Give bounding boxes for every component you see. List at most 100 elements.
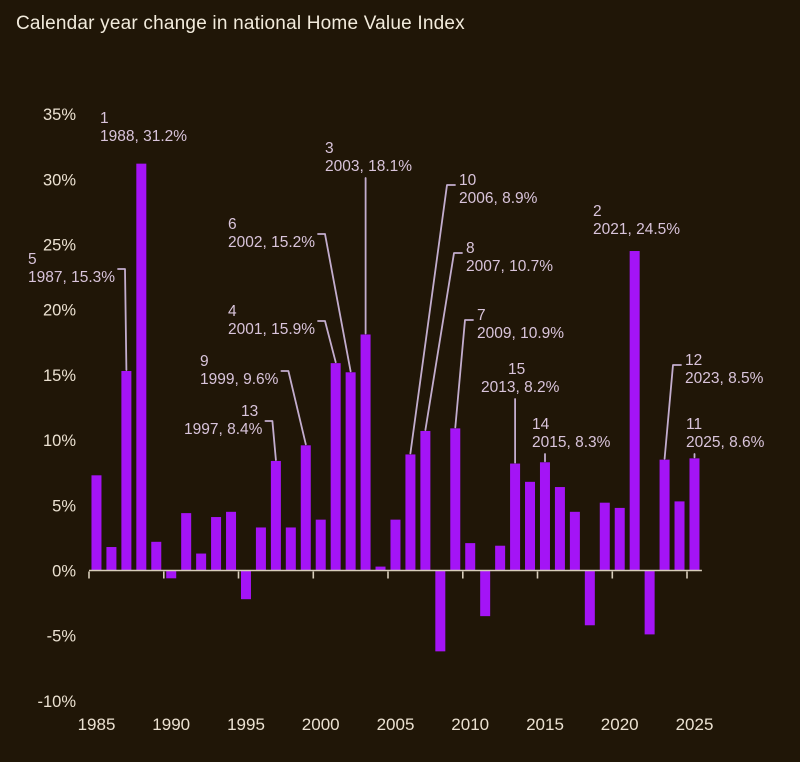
annotation-rank-1988: 1 bbox=[100, 110, 109, 127]
annotation-rank-2001: 4 bbox=[228, 303, 237, 320]
bar-1985 bbox=[91, 475, 102, 571]
y-axis-label-35: 35% bbox=[43, 106, 76, 124]
y-axis-label-10: 10% bbox=[43, 432, 76, 450]
annotation-rank-2013: 15 bbox=[508, 361, 525, 378]
bar-2013 bbox=[510, 463, 521, 571]
bar-2018 bbox=[584, 570, 595, 626]
y-axis-label--10: -10% bbox=[37, 693, 76, 711]
bar-1998 bbox=[285, 527, 296, 571]
bar-2003 bbox=[360, 334, 371, 571]
bar-1991 bbox=[181, 513, 192, 571]
bar-2008 bbox=[435, 570, 446, 652]
bar-1999 bbox=[300, 445, 311, 571]
annotation-label-2007: 2007, 10.7% bbox=[466, 258, 553, 275]
annotation-label-2015: 2015, 8.3% bbox=[532, 434, 611, 451]
annotation-rank-2009: 7 bbox=[477, 307, 486, 324]
bar-2009 bbox=[450, 428, 461, 571]
chart-title: Calendar year change in national Home Va… bbox=[16, 13, 465, 34]
bar-1993 bbox=[211, 517, 222, 571]
annotation-connector-2023 bbox=[663, 364, 682, 460]
x-axis-label-2020: 2020 bbox=[601, 715, 639, 734]
annotation-rank-2015: 14 bbox=[532, 416, 550, 433]
annotation-connector-1997 bbox=[264, 420, 277, 461]
annotation-label-2021: 2021, 24.5% bbox=[593, 221, 680, 238]
annotation-label-2001: 2001, 15.9% bbox=[228, 321, 315, 338]
y-axis-label-5: 5% bbox=[52, 497, 76, 515]
bar-2015 bbox=[539, 462, 550, 571]
bar-2011 bbox=[480, 570, 491, 617]
annotation-connector-2007 bbox=[424, 252, 463, 431]
annotation-connector-2006 bbox=[409, 184, 456, 455]
bar-2007 bbox=[420, 430, 431, 571]
annotation-rank-2023: 12 bbox=[685, 352, 702, 369]
annotation-label-1988: 1988, 31.2% bbox=[100, 128, 187, 145]
x-axis-label-1995: 1995 bbox=[227, 715, 265, 734]
x-axis-label-1990: 1990 bbox=[152, 715, 190, 734]
annotation-connector-1987 bbox=[117, 268, 128, 371]
bar-2017 bbox=[569, 511, 580, 571]
x-axis-label-2025: 2025 bbox=[676, 715, 714, 734]
bar-1987 bbox=[121, 370, 132, 571]
y-axis-label-30: 30% bbox=[43, 171, 76, 189]
annotation-label-2009: 2009, 10.9% bbox=[477, 325, 564, 342]
bar-2006 bbox=[405, 454, 416, 571]
x-axis-label-2005: 2005 bbox=[377, 715, 415, 734]
bar-2020 bbox=[614, 507, 625, 571]
bar-1986 bbox=[106, 547, 117, 571]
x-axis-label-2000: 2000 bbox=[302, 715, 340, 734]
bar-2023 bbox=[659, 459, 670, 571]
bar-2002 bbox=[345, 372, 356, 571]
y-axis-label-25: 25% bbox=[43, 237, 76, 255]
annotation-rank-2007: 8 bbox=[466, 240, 475, 257]
bar-1988 bbox=[136, 163, 147, 571]
annotation-label-2002: 2002, 15.2% bbox=[228, 234, 315, 251]
y-axis-label-15: 15% bbox=[43, 367, 76, 385]
bar-2012 bbox=[495, 545, 506, 571]
bar-2005 bbox=[390, 519, 401, 571]
annotation-rank-2002: 6 bbox=[228, 216, 237, 233]
annotation-connector-2009 bbox=[454, 319, 474, 429]
bar-2014 bbox=[525, 481, 536, 571]
bar-2025 bbox=[689, 458, 700, 571]
bar-1995 bbox=[240, 570, 251, 600]
bar-1997 bbox=[270, 460, 281, 571]
annotation-label-2025: 2025, 8.6% bbox=[686, 434, 765, 451]
bar-1996 bbox=[255, 527, 266, 571]
y-axis-label-20: 20% bbox=[43, 302, 76, 320]
bar-2016 bbox=[554, 487, 565, 571]
annotation-connector-1999 bbox=[280, 370, 307, 446]
annotation-rank-2006: 10 bbox=[459, 172, 477, 189]
annotation-rank-1997: 13 bbox=[241, 403, 258, 420]
bar-2019 bbox=[599, 502, 610, 571]
y-axis-label-0: 0% bbox=[52, 563, 76, 581]
annotation-label-2023: 2023, 8.5% bbox=[685, 370, 764, 387]
annotation-label-1987: 1987, 15.3% bbox=[28, 269, 115, 286]
annotation-rank-2021: 2 bbox=[593, 203, 602, 220]
bar-2001 bbox=[330, 363, 341, 571]
annotation-connector-2001 bbox=[317, 320, 337, 364]
x-axis-label-2015: 2015 bbox=[526, 715, 564, 734]
annotation-rank-1999: 9 bbox=[200, 353, 209, 370]
annotation-rank-2003: 3 bbox=[325, 140, 334, 157]
bar-1989 bbox=[151, 541, 162, 571]
bar-2022 bbox=[644, 570, 655, 635]
bar-2000 bbox=[315, 519, 326, 571]
y-axis-label--5: -5% bbox=[47, 628, 77, 646]
annotation-rank-2025: 11 bbox=[686, 416, 702, 433]
bar-1990 bbox=[166, 570, 177, 579]
annotation-rank-1987: 5 bbox=[28, 251, 37, 268]
bar-2010 bbox=[465, 543, 476, 571]
annotation-label-2006: 2006, 8.9% bbox=[459, 190, 538, 207]
annotation-connector-2002 bbox=[317, 233, 352, 373]
bar-1992 bbox=[196, 553, 207, 571]
bar-2024 bbox=[674, 501, 685, 571]
bar-2021 bbox=[629, 251, 640, 571]
x-axis-label-2010: 2010 bbox=[451, 715, 489, 734]
x-axis-label-1985: 1985 bbox=[78, 715, 116, 734]
bar-2004 bbox=[375, 566, 386, 571]
annotation-label-2003: 2003, 18.1% bbox=[325, 158, 412, 175]
annotation-label-1999: 1999, 9.6% bbox=[200, 371, 279, 388]
annotation-label-1997: 1997, 8.4% bbox=[184, 421, 263, 438]
